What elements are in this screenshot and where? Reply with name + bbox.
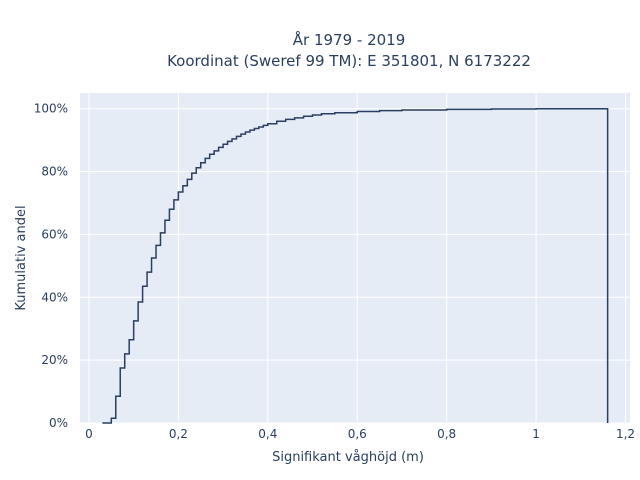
- y-axis-title: Kumulativ andel: [14, 205, 29, 310]
- y-tick-label-3: 60%: [41, 227, 68, 241]
- x-tick-label-5: 1: [532, 427, 540, 441]
- cumulative-step-line: [102, 107, 609, 424]
- x-tick-label-2: 0,4: [258, 427, 277, 441]
- x-tick-label-3: 0,6: [348, 427, 367, 441]
- chart-title-line-2: Koordinat (Sweref 99 TM): E 351801, N 61…: [167, 52, 531, 70]
- x-axis-title: Signifikant våghöjd (m): [272, 450, 424, 465]
- chart-title-line-1: År 1979 - 2019: [293, 30, 406, 49]
- x-tick-label-0: 0: [85, 427, 93, 441]
- x-tick-label-6: 1,2: [616, 427, 635, 441]
- plot-background: [80, 93, 630, 423]
- y-tick-labels: 0% 20% 40% 60% 80% 100%: [34, 102, 68, 430]
- y-tick-label-4: 80%: [41, 165, 68, 179]
- y-tick-label-5: 100%: [34, 102, 68, 116]
- x-tick-label-4: 0,8: [437, 427, 456, 441]
- data-line-layer: [102, 107, 609, 424]
- y-tick-label-0: 0%: [49, 416, 68, 430]
- y-tick-label-2: 40%: [41, 290, 68, 304]
- y-tick-label-1: 20%: [41, 353, 68, 367]
- x-tick-label-1: 0,2: [169, 427, 188, 441]
- x-tick-labels: 0 0,2 0,4 0,6 0,8 1 1,2: [85, 427, 635, 441]
